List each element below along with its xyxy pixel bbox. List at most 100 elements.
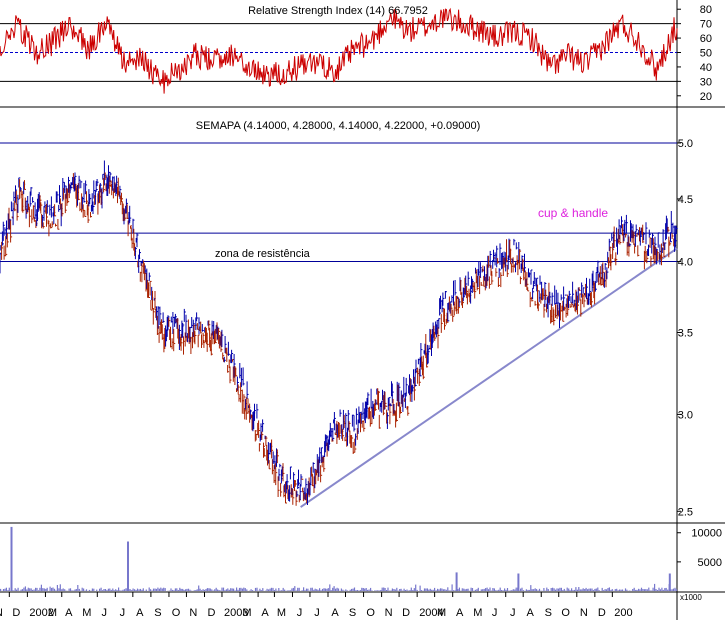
volume-bar — [103, 589, 105, 591]
volume-bar — [531, 589, 533, 591]
volume-bar — [333, 586, 335, 591]
volume-bar — [240, 587, 242, 591]
volume-bar — [467, 588, 469, 591]
volume-bar — [51, 587, 53, 591]
volume-bar — [636, 589, 638, 591]
volume-bar — [202, 589, 204, 591]
rsi-y-tick-label: 20 — [700, 91, 712, 103]
volume-bar — [173, 590, 175, 591]
rsi-title: Relative Strength Index (14) 66.7952 — [248, 5, 428, 17]
volume-bar — [556, 588, 558, 591]
volume-bar — [437, 588, 439, 591]
volume-bar — [107, 588, 109, 591]
volume-bar — [270, 587, 273, 591]
x-tick-label: M — [242, 607, 251, 619]
volume-bar — [451, 584, 453, 591]
volume-bar — [180, 588, 182, 591]
x-tick-label: J — [102, 607, 108, 619]
volume-bar — [316, 589, 318, 591]
volume-bar — [464, 589, 466, 591]
volume-bar — [611, 589, 613, 591]
x-tick-label: J — [492, 607, 498, 619]
volume-bar — [537, 590, 539, 591]
volume-bar — [219, 590, 222, 591]
volume-bar — [533, 589, 535, 591]
volume-bar — [110, 589, 112, 591]
volume-bar — [304, 590, 306, 591]
volume-bar — [496, 590, 498, 591]
volume-bar — [292, 587, 294, 591]
volume-bar — [483, 588, 485, 591]
x-tick-label: S — [349, 607, 356, 619]
volume-bar — [211, 589, 213, 591]
volume-bar — [588, 588, 590, 591]
volume-bar — [42, 588, 44, 591]
volume-bar — [212, 590, 214, 591]
volume-bar — [672, 588, 675, 591]
volume-bar — [419, 585, 421, 591]
price-panel: 2.5 3.0 3.5 4.0 4.5 5.0 — [0, 138, 693, 518]
volume-bar — [585, 587, 587, 591]
volume-bar — [522, 590, 525, 591]
volume-bar — [196, 589, 198, 591]
volume-bar — [225, 589, 227, 591]
volume-bar — [125, 588, 127, 591]
volume-bar — [525, 589, 527, 591]
volume-bar — [46, 587, 48, 591]
volume-bar — [74, 589, 76, 591]
volume-bar — [269, 588, 271, 591]
volume-bar — [236, 587, 238, 591]
volume-bar — [314, 588, 316, 591]
x-tick-label: M — [473, 607, 482, 619]
volume-bar — [390, 590, 392, 591]
volume-bar — [53, 588, 56, 591]
volume-bar — [250, 589, 252, 591]
x-tick-label: M — [82, 607, 91, 619]
volume-bar — [45, 588, 47, 591]
volume-bar — [129, 589, 131, 591]
volume-bar — [259, 588, 261, 591]
volume-bar — [301, 590, 303, 591]
volume-bar — [504, 588, 506, 591]
volume-bar — [297, 587, 299, 591]
x-tick-label: D — [598, 607, 606, 619]
volume-bar — [298, 587, 300, 591]
volume-bar — [113, 590, 115, 591]
volume-bar — [410, 587, 412, 591]
volume-bar — [384, 588, 386, 591]
volume-bar — [380, 590, 382, 591]
volume-bar — [581, 589, 583, 591]
volume-bar — [321, 588, 324, 591]
volume-bar — [17, 587, 19, 591]
volume-bar — [151, 590, 153, 591]
volume-bar — [571, 588, 573, 591]
volume-bar — [578, 587, 580, 591]
volume-bar — [594, 588, 596, 591]
volume-bar — [655, 589, 657, 591]
volume-bar — [374, 590, 376, 591]
x-tick-label: S — [154, 607, 161, 619]
volume-bar — [589, 588, 592, 591]
volume-bar — [234, 590, 236, 591]
volume-bar — [222, 587, 225, 591]
volume-bar — [81, 587, 83, 591]
volume-bar — [486, 587, 488, 591]
volume-bar — [272, 587, 274, 591]
volume-bar — [420, 590, 423, 591]
volume-bar — [648, 587, 650, 591]
volume-bar — [231, 588, 233, 591]
volume-bar — [642, 589, 644, 591]
volume-spike-bar — [127, 541, 129, 591]
volume-bar — [515, 587, 517, 591]
volume-bar — [2, 589, 5, 591]
volume-bar — [582, 588, 584, 591]
volume-bar — [573, 589, 576, 591]
volume-bar — [428, 589, 430, 591]
volume-bar — [364, 588, 366, 591]
volume-bar — [30, 588, 32, 591]
volume-spike-bar — [10, 526, 13, 591]
volume-bar — [208, 588, 210, 591]
volume-bar — [445, 589, 447, 591]
volume-bar — [317, 589, 319, 591]
volume-bar — [632, 589, 634, 591]
